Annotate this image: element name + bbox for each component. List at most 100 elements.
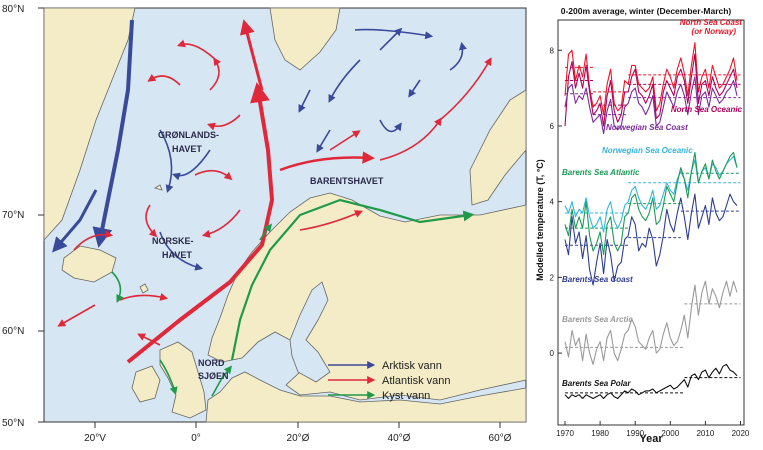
legend-arctic-label: Arktisk vann xyxy=(382,360,442,372)
land-europe xyxy=(205,371,527,423)
coastal-current-2 xyxy=(159,359,178,396)
coastal-current-norway xyxy=(230,198,475,361)
chart-title: 0-200m average, winter (December-March) xyxy=(561,6,732,16)
region-label-barents: BARENTSHAVET xyxy=(310,176,384,186)
series-line-6 xyxy=(564,280,738,365)
atlantic-current-c11 xyxy=(299,210,363,231)
land-greenland xyxy=(43,7,136,242)
arctic-current-3 xyxy=(159,231,204,271)
series-label-6: Barents Sea Arctic xyxy=(562,315,633,324)
region-label-norske-2: HAVET xyxy=(162,250,192,260)
series-label-1: North Sea Oceanic xyxy=(671,105,743,114)
coastal-current-north-sea xyxy=(211,365,232,397)
chart-xlabel: Year xyxy=(639,433,663,445)
ocean-current-map: 80°N 70°N 60°N 50°N 20°V 0° 20°Ø 40°Ø 60… xyxy=(2,4,527,444)
arctic-current-7 xyxy=(449,41,467,71)
arctic-water-currents xyxy=(52,19,467,271)
arctic-current-5 xyxy=(379,27,403,51)
y-tick-label: 0 xyxy=(550,349,555,358)
coastal-current-3 xyxy=(111,271,124,303)
land-scandinavia xyxy=(207,192,527,401)
x-tick-label: 2010 xyxy=(696,429,714,438)
atlantic-current-c12 xyxy=(329,130,361,151)
chart-series-lines xyxy=(564,42,738,400)
series-line-7 xyxy=(564,363,738,400)
atlantic-current-c1 xyxy=(147,74,181,86)
atlantic-current-c6 xyxy=(145,204,158,238)
series-line-4 xyxy=(564,151,738,256)
land-britain xyxy=(159,341,207,419)
series-label-4: Barents Sea Atlantic xyxy=(562,168,640,177)
series-line-1 xyxy=(564,53,738,127)
x-tick-label: 2000 xyxy=(661,429,679,438)
arctic-current-1 xyxy=(159,129,174,194)
y-tick-label: 6 xyxy=(550,122,555,131)
atlantic-current-c2 xyxy=(209,57,221,91)
map-frame-ticks xyxy=(38,7,501,428)
arctic-current-8 xyxy=(408,79,421,98)
chart-axes: 1970 1980 1990 2000 2010 2020 0 2 4 6 8 xyxy=(550,46,750,438)
x-tick-label: 1970 xyxy=(556,429,574,438)
atlantic-current-c10 xyxy=(137,333,161,346)
atlantic-current-c7 xyxy=(73,230,114,251)
chart-ylabel: Modelled temperature (T, °C) xyxy=(535,159,545,281)
arctic-current-9 xyxy=(379,119,402,133)
atlantic-current-barents xyxy=(279,151,375,172)
series-label-5: Barents Sea Coast xyxy=(562,275,633,284)
coastal-current-4 xyxy=(259,223,273,241)
region-label-nord-2: SJØEN xyxy=(198,371,229,381)
atlantic-current-svalbard xyxy=(240,19,264,91)
atlantic-current-c3 xyxy=(206,114,241,131)
atlantic-current-barents-2 xyxy=(379,117,442,161)
land-novaya-zemlya xyxy=(469,89,527,206)
atlantic-current-main xyxy=(126,82,275,364)
lat-label-50: 50°N xyxy=(2,418,24,429)
y-tick-label: 8 xyxy=(550,46,555,55)
chart-series-labels: North Sea Coast(or Norway) North Sea Ocea… xyxy=(562,18,743,388)
legend-atlantic-label: Atlantisk vann xyxy=(382,375,450,387)
sea-baltic xyxy=(289,281,331,383)
x-tick-label: 1980 xyxy=(591,429,609,438)
lat-label-60: 60°N xyxy=(2,326,24,337)
land-masses xyxy=(43,7,527,423)
arctic-current-4 xyxy=(354,28,434,40)
lon-label-20w: 20°V xyxy=(84,433,106,444)
x-tick-label: 2020 xyxy=(732,429,750,438)
land-faroe xyxy=(139,283,149,294)
legend-coastal-label: Kyst vann xyxy=(382,390,430,402)
region-label-nord-1: NORD xyxy=(198,358,225,368)
arctic-current-10 xyxy=(298,89,311,113)
series-label-0: North Sea Coast xyxy=(680,18,743,27)
series-line-5 xyxy=(564,193,738,286)
series-label-2: Norwegian Sea Coast xyxy=(606,123,688,132)
series-line-0 xyxy=(564,42,738,116)
plot-frame xyxy=(557,19,745,426)
arctic-current-11 xyxy=(316,129,331,153)
arctic-current-greenland-coast xyxy=(52,189,98,253)
series-label-3: Norwegian Sea Oceanic xyxy=(602,146,693,155)
y-tick-label: 4 xyxy=(550,198,555,207)
series-line-2 xyxy=(564,76,738,135)
map-legend: Arktisk vann Atlantisk vann Kyst vann xyxy=(328,360,450,402)
lon-label-40e: 40°Ø xyxy=(388,433,411,444)
lat-label-70: 70°N xyxy=(2,210,24,221)
atlantic-current-east xyxy=(439,57,492,121)
coastal-water-currents xyxy=(111,198,475,397)
atlantic-current-c5 xyxy=(201,209,241,238)
arctic-current-6 xyxy=(328,59,361,103)
atlantic-current-c9 xyxy=(57,304,96,327)
lon-label-0: 0° xyxy=(191,433,201,444)
region-label-gronland-2: HAVET xyxy=(172,144,202,154)
lat-label-80: 80°N xyxy=(2,4,24,15)
region-label-norske-1: NORSKE- xyxy=(152,236,194,246)
x-tick-label: 1990 xyxy=(626,429,644,438)
series-label-7: Barents Sea Polar xyxy=(562,379,631,388)
land-ireland xyxy=(131,365,161,403)
series-label-0: (or Norway) xyxy=(692,27,737,36)
atlantic-current-c4 xyxy=(194,169,233,181)
y-tick-label: 2 xyxy=(550,273,555,282)
temperature-chart: 0-200m average, winter (December-March) … xyxy=(535,6,750,445)
land-svalbard xyxy=(269,7,341,71)
atlantic-water-currents xyxy=(57,19,492,364)
lon-label-60e: 60°Ø xyxy=(489,433,512,444)
